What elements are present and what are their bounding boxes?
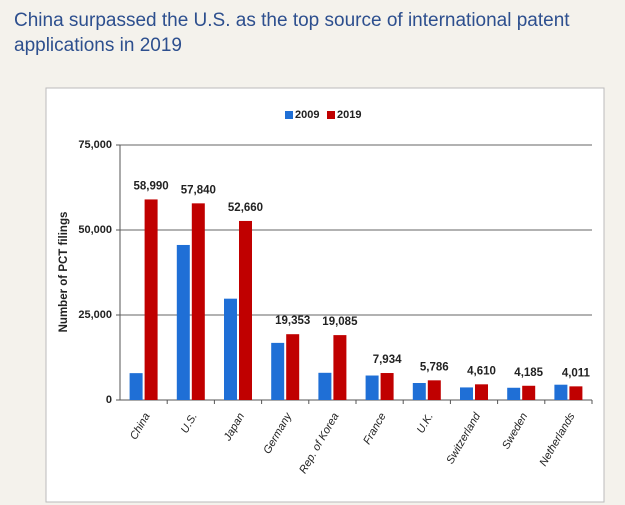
- value-label: 4,610: [467, 365, 496, 377]
- value-label: 4,185: [514, 367, 543, 379]
- bar: [380, 373, 394, 400]
- bar: [554, 384, 568, 400]
- legend-swatch: [327, 111, 335, 119]
- bar: [271, 342, 285, 400]
- bar: [176, 244, 190, 400]
- bar: [365, 375, 379, 400]
- bar: [286, 334, 300, 400]
- bar: [412, 383, 426, 400]
- value-label: 58,990: [134, 180, 169, 192]
- value-label: 57,840: [181, 184, 216, 196]
- y-tick-label: 50,000: [78, 224, 112, 236]
- legend-label: 2009: [295, 109, 319, 121]
- bar: [507, 387, 521, 400]
- value-label: 5,786: [420, 361, 449, 373]
- bar: [427, 380, 441, 400]
- bar: [129, 373, 143, 400]
- bar: [333, 335, 347, 400]
- bar: [224, 298, 237, 400]
- bar: [144, 199, 158, 400]
- value-label: 4,011: [562, 367, 591, 379]
- bar: [475, 384, 488, 400]
- bar: [318, 372, 332, 400]
- chart-frame: [45, 87, 605, 503]
- y-axis-title: Number of PCT filings: [58, 212, 70, 333]
- y-tick-label: 75,000: [78, 139, 112, 151]
- bar: [460, 387, 473, 400]
- bar: [522, 385, 536, 400]
- value-label: 19,085: [322, 316, 358, 328]
- y-tick-label: 25,000: [78, 309, 112, 321]
- legend-label: 2019: [337, 109, 361, 121]
- value-label: 7,934: [373, 354, 402, 366]
- value-label: 52,660: [228, 202, 263, 214]
- chart-title: China surpassed the U.S. as the top sour…: [14, 10, 570, 56]
- value-label: 19,353: [275, 315, 310, 327]
- legend-swatch: [285, 111, 293, 119]
- bar: [239, 220, 252, 400]
- bar: [191, 203, 205, 400]
- y-tick-label: 0: [106, 394, 112, 406]
- bar: [569, 386, 583, 400]
